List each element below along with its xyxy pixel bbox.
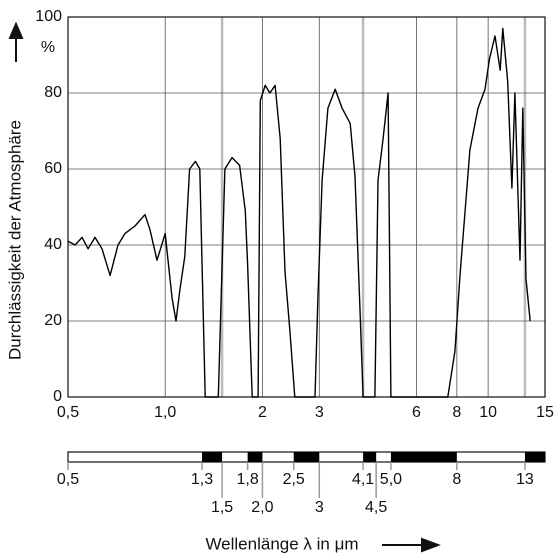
x-tick-label: 2	[258, 404, 267, 421]
x-tick-label: 10	[479, 404, 497, 421]
x-tick-label: 8	[452, 404, 461, 421]
plot-frame	[67, 16, 546, 398]
y-arrow	[8, 21, 24, 62]
y-axis-label: Durchlässigkeit der Atmosphäre	[5, 120, 24, 360]
x-tick-label: 6	[412, 404, 421, 421]
y-tick-label: 60	[44, 160, 62, 177]
y-tick-label: 20	[44, 312, 62, 329]
band-tick-label: 1,8	[237, 471, 259, 488]
band-tick-label: 1,3	[191, 471, 213, 488]
y-tick-label: 0	[53, 388, 62, 405]
x-tick-label: 3	[315, 404, 324, 421]
band-tick-label: 2,5	[283, 471, 305, 488]
absorption-band	[390, 452, 457, 462]
absorption-band	[202, 452, 223, 462]
absorption-band	[363, 452, 377, 462]
band-tick-label: 8	[452, 471, 461, 488]
band-tick-label: 2,0	[251, 499, 273, 516]
transmission-line	[67, 27, 531, 398]
band-tick-label: 13	[516, 471, 534, 488]
y-tick-label: 40	[44, 236, 62, 253]
absorption-band	[293, 452, 320, 462]
y-unit: %	[41, 39, 55, 56]
band-tick-label: 4,1	[352, 471, 374, 488]
band-tick-label: 4,5	[365, 499, 387, 516]
y-tick-label: 100	[35, 8, 62, 25]
band-tick-label: 1,5	[211, 499, 233, 516]
absorption-band	[524, 452, 545, 462]
x-tick-label: 0,5	[57, 404, 79, 421]
x-tick-label: 15	[536, 404, 554, 421]
x-tick-label: 1,0	[154, 404, 176, 421]
band-tick-label: 3	[315, 499, 324, 516]
y-tick-label: 80	[44, 84, 62, 101]
x-axis-label: Wellenlänge λ in μm	[205, 534, 358, 553]
band-tick-label: 0,5	[57, 471, 79, 488]
band-tick-label: 5,0	[380, 471, 402, 488]
x-arrow	[382, 537, 441, 553]
absorption-band	[247, 452, 263, 462]
